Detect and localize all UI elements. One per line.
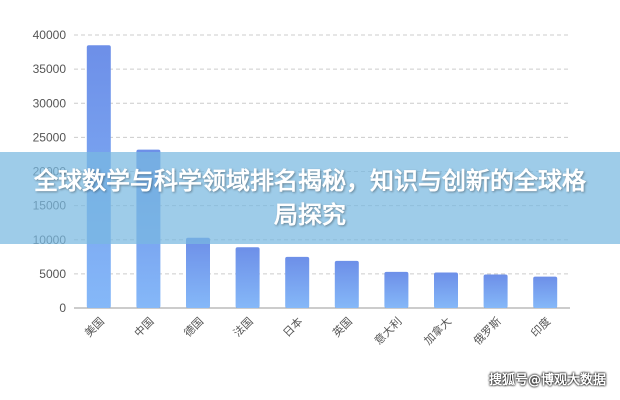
- bar: [434, 272, 458, 308]
- title-banner: 全球数学与科学领域排名揭秘，知识与创新的全球格局探究: [0, 152, 620, 244]
- x-tick-label: 德国: [181, 314, 206, 339]
- x-tick-label: 美国: [82, 315, 107, 340]
- y-tick-label: 0: [59, 301, 66, 315]
- y-tick-label: 5000: [39, 267, 66, 281]
- x-tick-label: 印度: [528, 314, 553, 339]
- x-tick-label: 俄罗斯: [471, 315, 504, 348]
- x-tick-label: 英国: [329, 314, 354, 339]
- watermark: 搜狐号@博观大数据: [488, 373, 606, 388]
- x-tick-label: 加拿大: [421, 314, 454, 347]
- x-tick-label: 中国: [132, 315, 157, 340]
- bar: [285, 256, 310, 308]
- bar: [235, 247, 260, 308]
- bar: [334, 260, 359, 308]
- bar: [483, 274, 508, 308]
- x-tick-label: 日本: [280, 314, 305, 339]
- bar: [533, 276, 558, 308]
- banner-title: 全球数学与科学领域排名揭秘，知识与创新的全球格局探究: [34, 167, 586, 229]
- x-tick-label: 法国: [230, 314, 255, 339]
- y-tick-label: 40000: [33, 28, 67, 42]
- bar: [186, 237, 210, 308]
- x-tick-labels: 美国 中国 德国 法国 日本 英国 意大利 加拿大 俄罗斯 印度: [82, 314, 553, 347]
- y-tick-label: 25000: [33, 130, 67, 144]
- y-tick-label: 35000: [33, 62, 67, 76]
- x-tick-label: 意大利: [371, 314, 404, 347]
- bar: [384, 271, 409, 308]
- y-tick-label: 30000: [33, 96, 67, 110]
